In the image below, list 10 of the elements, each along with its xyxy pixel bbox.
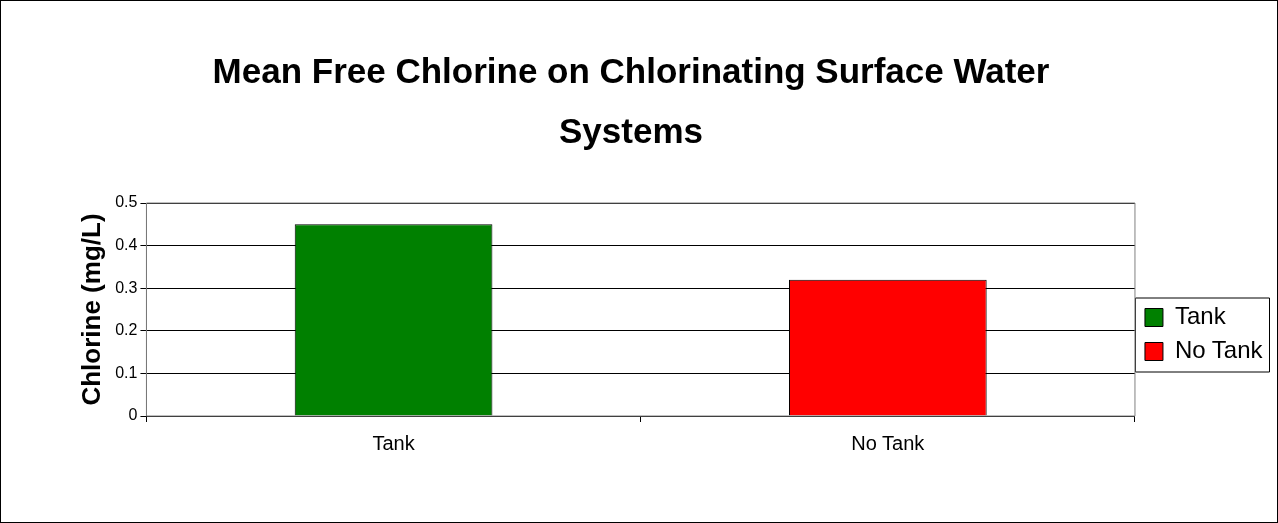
- y-tick-label: 0.3: [115, 278, 138, 296]
- y-tick-label: 0.4: [115, 236, 138, 254]
- chart-title: Mean Free Chlorine on Chlorinating Surface Water Systems: [211, 50, 1051, 152]
- y-tick-label: 0: [128, 406, 138, 424]
- legend-label: No Tank: [1174, 336, 1264, 364]
- y-tick-label: 0.1: [115, 363, 138, 381]
- y-axis-title: Chlorine (mg/L): [75, 213, 106, 406]
- legend-label: Tank: [1174, 302, 1227, 330]
- y-tick-label: 0.5: [115, 193, 138, 211]
- y-tick-label: 0.2: [115, 321, 138, 339]
